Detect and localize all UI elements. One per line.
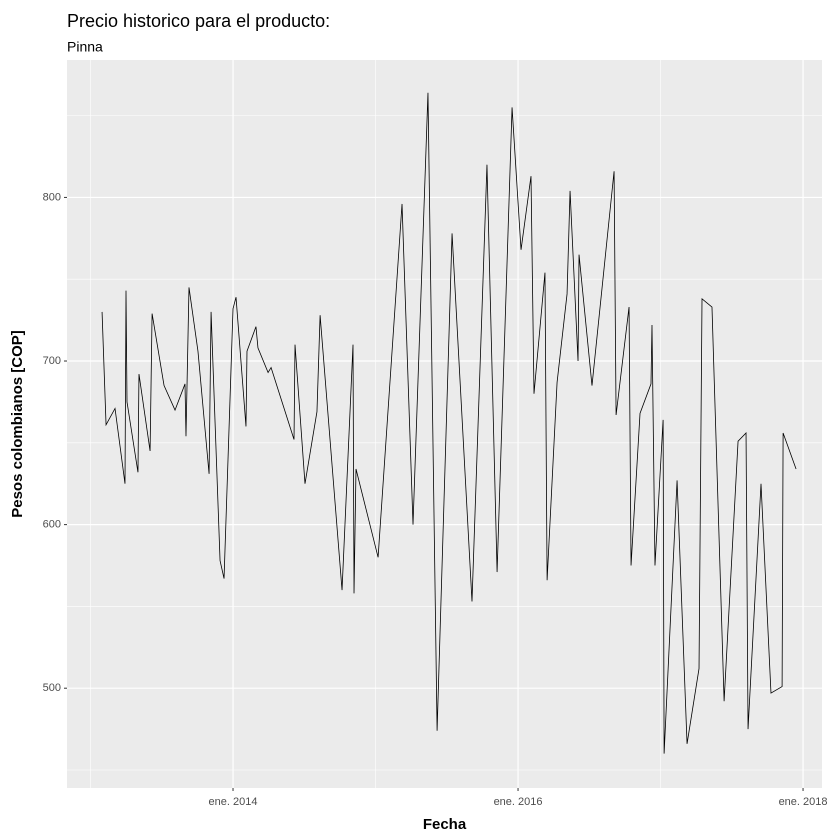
x-tick-label: ene. 2018: [779, 796, 828, 808]
y-tick-label: 800: [43, 191, 61, 203]
chart-subtitle: Pinna: [67, 39, 103, 55]
chart-title: Precio historico para el producto:: [67, 11, 330, 31]
x-tick-label: ene. 2014: [209, 796, 258, 808]
plot-panel: [67, 60, 822, 788]
x-tick-label: ene. 2016: [494, 796, 543, 808]
y-tick-label: 700: [43, 355, 61, 367]
y-tick-label: 600: [43, 519, 61, 531]
price-line: [101, 92, 797, 754]
y-tick-label: 500: [43, 682, 61, 694]
y-axis-label: Pesos colombianos [COP]: [9, 330, 26, 518]
x-axis-label: Fecha: [423, 816, 467, 833]
